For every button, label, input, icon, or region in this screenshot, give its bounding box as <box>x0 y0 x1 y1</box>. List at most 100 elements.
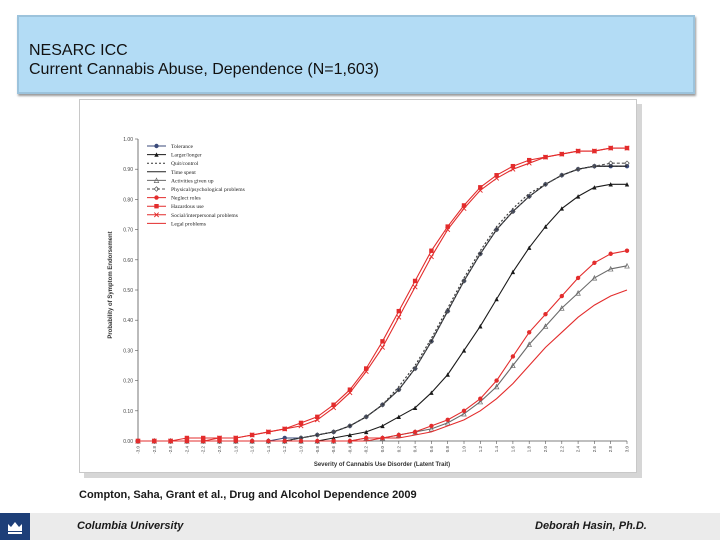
legend-marker <box>153 186 160 192</box>
data-point <box>396 432 401 438</box>
legend-label: Social/interpersonal problems <box>171 213 238 219</box>
data-point <box>575 166 581 172</box>
data-point <box>216 435 223 441</box>
legend-item-activities-given-up: Activities given up <box>147 177 214 184</box>
data-point <box>559 293 564 299</box>
data-point <box>559 305 565 311</box>
footer-author: Deborah Hasin, Ph.D. <box>535 520 647 532</box>
y-tick-label: 0.80 <box>123 197 133 203</box>
title-box: NESARC ICC Current Cannabis Abuse, Depen… <box>17 15 695 94</box>
data-point <box>429 423 434 429</box>
series-line-neglect-roles <box>138 250 628 442</box>
data-point <box>543 224 548 229</box>
data-point <box>624 262 630 269</box>
legend-marker <box>154 152 159 157</box>
data-point <box>249 432 255 438</box>
data-point <box>461 203 467 208</box>
data-point <box>510 354 516 359</box>
data-point <box>380 339 385 344</box>
y-tick-label: 0.70 <box>123 228 133 234</box>
data-point <box>527 330 532 335</box>
data-point <box>445 227 451 233</box>
x-tick-label: 1.4 <box>494 446 499 453</box>
legend-item-hazardous-use: Hazardous use <box>147 204 204 210</box>
data-point <box>282 426 288 432</box>
y-tick-label: 0.90 <box>123 167 133 173</box>
y-tick-label: 0.10 <box>123 409 133 415</box>
x-tick-label: -0.8 <box>315 446 320 454</box>
y-tick-label: 0.50 <box>123 288 133 294</box>
x-tick-label: 0.4 <box>413 446 418 453</box>
series-line-tolerance <box>138 165 627 442</box>
data-point <box>493 383 500 390</box>
x-tick-label: 1.6 <box>510 446 515 453</box>
data-point <box>201 435 206 441</box>
data-point <box>494 296 499 302</box>
data-point <box>412 278 418 284</box>
data-point <box>542 181 549 187</box>
x-tick-label: 0.8 <box>445 446 450 453</box>
data-point <box>494 173 499 178</box>
legend-item-time-spent: Time spent <box>147 170 196 176</box>
data-point <box>184 435 190 441</box>
x-tick-label: 1.2 <box>478 446 483 453</box>
data-point <box>314 417 320 423</box>
y-tick-label: 0.30 <box>123 348 133 354</box>
x-tick-label: -3.0 <box>136 446 141 454</box>
series-line-physical-psychological-problems <box>138 162 627 442</box>
data-point <box>526 160 532 166</box>
legend-item-neglect-roles: Neglect roles <box>147 195 201 202</box>
data-point <box>575 290 581 296</box>
data-point <box>608 160 614 166</box>
data-point <box>428 338 435 345</box>
data-point <box>233 435 239 441</box>
data-point <box>591 274 598 281</box>
data-point <box>608 182 613 187</box>
legend-label: Tolerance <box>171 144 193 150</box>
data-point <box>363 369 369 375</box>
citation-text: Compton, Saha, Grant et al., Drug and Al… <box>79 489 417 501</box>
legend-label: Quit/control <box>171 161 199 167</box>
x-tick-label: -2.8 <box>152 446 157 454</box>
data-point <box>608 251 613 256</box>
data-point <box>575 148 581 154</box>
data-point <box>607 265 614 272</box>
legend-item-legal-problems: Legal problems <box>147 221 206 227</box>
slide-title-line1: NESARC ICC <box>29 42 128 59</box>
legend-item-physical-psychological-problems: Physical/psychological problems <box>147 186 245 193</box>
x-tick-label: 1.8 <box>527 446 532 453</box>
data-point <box>412 365 418 372</box>
legend-marker <box>153 177 160 183</box>
data-point <box>510 269 516 275</box>
data-point <box>347 390 353 396</box>
data-point <box>494 378 499 383</box>
data-point <box>298 423 304 429</box>
legend-label: Time spent <box>171 170 196 176</box>
data-point <box>624 145 630 151</box>
x-tick-label: 2.2 <box>559 446 564 453</box>
data-point <box>575 275 581 281</box>
x-tick-label: 2.6 <box>592 446 597 453</box>
data-point <box>428 425 435 432</box>
y-tick-label: 0.20 <box>123 379 133 385</box>
data-point <box>412 284 418 290</box>
legend-marker <box>154 204 159 209</box>
data-point <box>575 194 581 199</box>
data-point <box>591 148 597 154</box>
legend-marker <box>154 195 159 200</box>
data-point <box>380 423 385 429</box>
y-axis-label: Probability of Symptom Endorsement <box>108 231 114 338</box>
series-social-interpersonal-problems <box>135 145 630 444</box>
x-tick-label: 3.0 <box>625 446 630 453</box>
data-point <box>396 386 402 393</box>
data-point <box>510 163 516 169</box>
x-axis-label: Severity of Cannabis Use Disorder (Laten… <box>314 462 450 468</box>
x-tick-label: -1.4 <box>266 446 271 454</box>
data-point <box>461 205 467 211</box>
y-tick-label: 1.00 <box>123 137 133 143</box>
data-point <box>396 414 401 420</box>
data-point <box>444 419 451 426</box>
legend-item-tolerance: Tolerance <box>147 143 193 150</box>
data-point <box>543 311 548 317</box>
